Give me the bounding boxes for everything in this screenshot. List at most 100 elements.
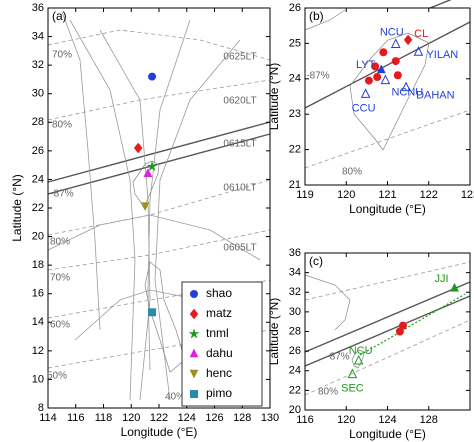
annotation: 80% <box>342 167 362 178</box>
x-tick-label: 124 <box>378 414 396 426</box>
y-tick-label: 26 <box>32 145 44 157</box>
marker <box>148 72 157 81</box>
legend-label: tnml <box>206 326 229 340</box>
terminator <box>304 295 471 367</box>
y-tick-label: 34 <box>32 30 44 42</box>
coastline <box>349 32 430 151</box>
y-tick-label: 23 <box>289 108 301 120</box>
y-tick-label: 14 <box>32 316 44 328</box>
x-tick-label: 116 <box>296 414 314 426</box>
legend-label: pimo <box>206 386 232 400</box>
legend-marker <box>189 348 199 358</box>
marker <box>395 327 404 336</box>
y-tick-label: 20 <box>289 404 301 416</box>
y-tick-label: 28 <box>289 325 301 337</box>
annotation: 80% <box>318 387 338 398</box>
x-tick-label: 122 <box>150 412 168 424</box>
marker <box>371 62 380 71</box>
contour <box>47 229 271 271</box>
point-label: DAHAN <box>416 90 455 102</box>
legend-marker <box>189 369 199 379</box>
y-tick-label: 36 <box>289 247 301 259</box>
annotation: 0610LT <box>223 183 256 194</box>
x-tick-label: 118 <box>95 412 113 424</box>
contour <box>47 29 271 61</box>
path-line <box>359 293 466 356</box>
x-tick-label: 130 <box>261 412 279 424</box>
annotation: 0605LT <box>223 243 256 254</box>
annotation: -87% <box>306 71 329 82</box>
marker <box>146 160 158 172</box>
y-tick-label: 22 <box>32 202 44 214</box>
annotation: -87% <box>50 189 73 200</box>
annotation: 0625LT <box>223 52 256 63</box>
marker <box>347 368 358 379</box>
y-tick-label: 24 <box>289 73 301 85</box>
legend-marker <box>190 290 198 298</box>
point-label: YILAN <box>426 49 458 61</box>
y-axis-label: Latitude (°N) <box>267 63 281 131</box>
legend-label: henc <box>206 366 232 380</box>
contour <box>304 319 471 396</box>
x-tick-label: 119 <box>296 189 314 201</box>
marker <box>401 81 411 92</box>
y-tick-label: 24 <box>289 365 301 377</box>
coastline <box>351 349 365 369</box>
marker <box>364 76 373 85</box>
terminator <box>304 281 471 353</box>
legend-marker <box>189 308 199 320</box>
point-label: LYT <box>356 59 376 71</box>
y-tick-label: 20 <box>32 230 44 242</box>
x-tick-label: 120 <box>337 189 355 201</box>
y-tick-label: 28 <box>32 116 44 128</box>
y-tick-label: 25 <box>289 37 301 49</box>
point-label: NCU <box>380 26 404 38</box>
contour <box>304 109 471 169</box>
terminator <box>429 0 452 9</box>
y-tick-label: 21 <box>289 179 301 191</box>
point-label: JJI <box>434 273 448 285</box>
panel-label: (a) <box>52 9 67 23</box>
annotation: 0620LT <box>223 96 256 107</box>
legend-label: shao <box>206 286 232 300</box>
x-tick-label: 120 <box>122 412 140 424</box>
y-axis-label: Latitude (°N) <box>267 298 281 366</box>
marker <box>403 34 413 46</box>
x-axis-label: Longitude (°E) <box>349 202 426 216</box>
marker <box>148 308 157 317</box>
x-tick-label: 128 <box>233 412 251 424</box>
terminator <box>304 21 471 109</box>
marker <box>373 73 382 82</box>
point-label: NCU <box>349 345 373 357</box>
coastline <box>304 9 346 31</box>
trajectory <box>147 19 191 371</box>
y-tick-label: 8 <box>38 402 44 414</box>
point-label: NCNU <box>391 86 423 98</box>
legend-label: matz <box>206 306 232 320</box>
annotation: 60% <box>50 320 70 331</box>
marker <box>380 74 391 85</box>
terminator <box>47 133 271 195</box>
x-tick-label: 123 <box>461 189 474 201</box>
marker <box>360 88 371 98</box>
y-axis-label: Latitude (°N) <box>10 174 24 242</box>
marker <box>390 38 401 48</box>
legend-box <box>181 281 263 407</box>
marker <box>143 168 153 177</box>
x-tick-label: 114 <box>39 412 57 424</box>
contour <box>304 261 471 301</box>
marker <box>398 321 407 330</box>
y-tick-label: 22 <box>289 144 301 156</box>
panel-label: (b) <box>309 9 324 23</box>
y-tick-label: 26 <box>289 2 301 14</box>
annotation: 80% <box>50 237 70 248</box>
legend-label: dahu <box>206 346 233 360</box>
y-tick-label: 26 <box>289 345 301 357</box>
annotation: 70% <box>52 50 72 61</box>
y-tick-label: 10 <box>32 373 44 385</box>
x-axis-label: Longitude (°E) <box>349 427 426 441</box>
y-tick-label: 16 <box>32 288 44 300</box>
y-tick-label: 32 <box>289 286 301 298</box>
y-tick-label: 18 <box>32 259 44 271</box>
